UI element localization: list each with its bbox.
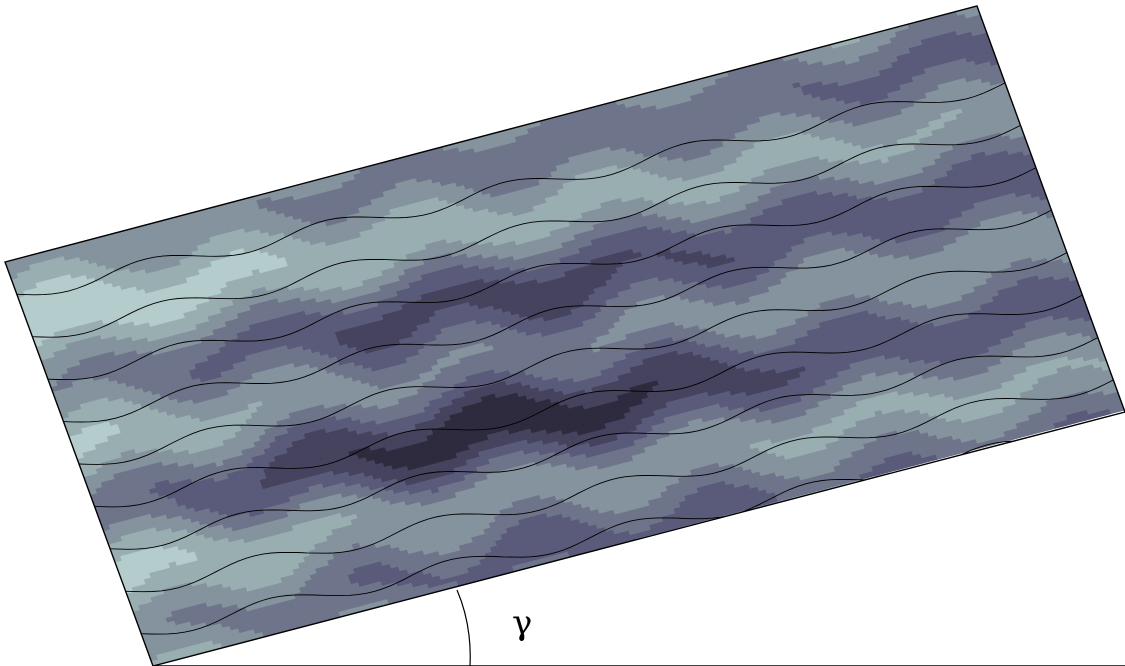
contour-plate [5,6,1125,666]
